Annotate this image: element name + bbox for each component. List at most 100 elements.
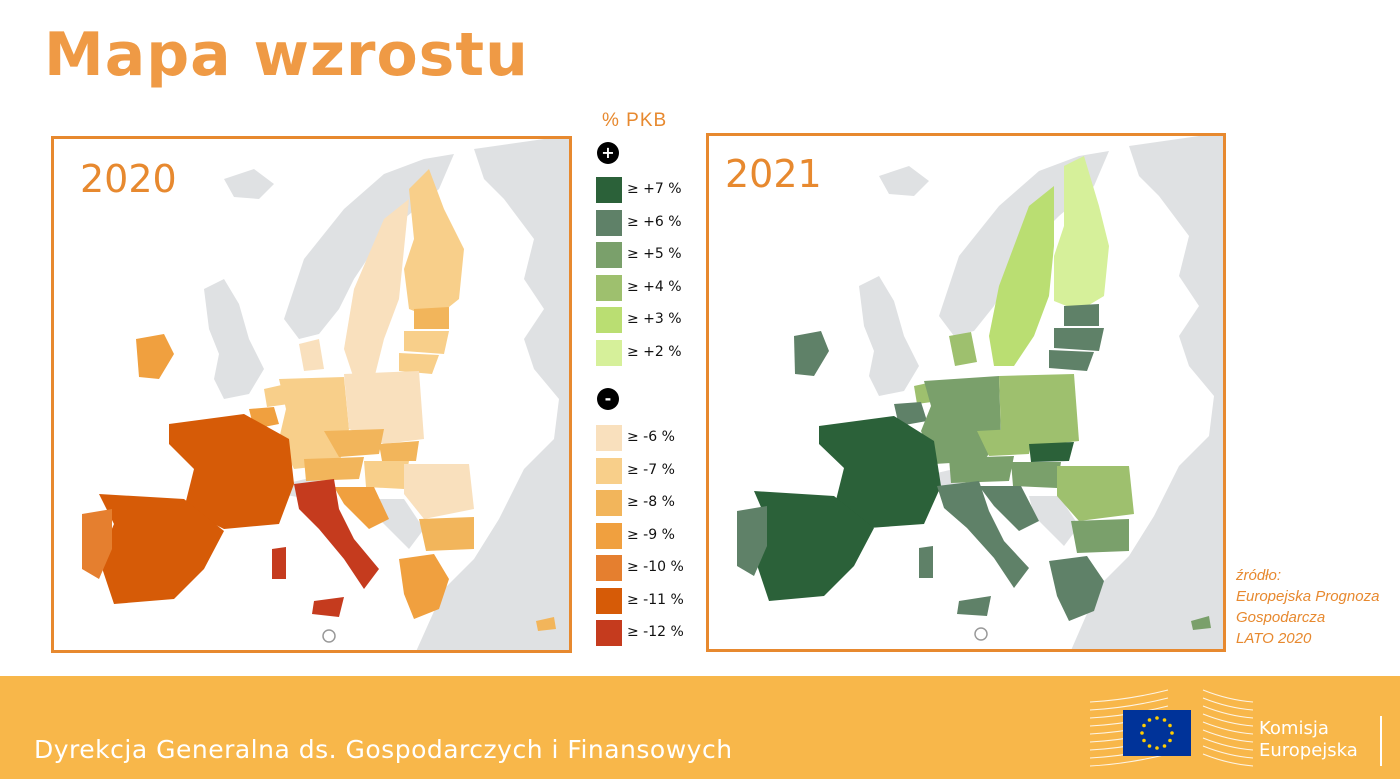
legend-label: ≥ +2 % xyxy=(627,343,682,360)
map-year-2021: 2021 xyxy=(725,152,822,196)
legend-label: ≥ -11 % xyxy=(627,591,684,608)
sardinia xyxy=(919,546,933,578)
portugal xyxy=(737,506,767,576)
finland xyxy=(404,169,464,319)
slovakia xyxy=(379,441,419,461)
legend-title: % PKB xyxy=(602,110,668,131)
czechia xyxy=(977,428,1034,456)
ireland xyxy=(136,334,174,379)
legend-swatch xyxy=(596,274,622,301)
source-line: Gospodarcza xyxy=(1236,609,1326,626)
portugal xyxy=(82,509,112,579)
legend-label: ≥ +7 % xyxy=(627,181,682,197)
romania xyxy=(1057,466,1134,521)
slovakia xyxy=(1029,442,1074,462)
ec-name: Komisja Europejska xyxy=(1259,718,1358,762)
legend-label: ≥ +5 % xyxy=(627,246,682,262)
footer: Dyrekcja Generalna ds. Gospodarczych i F… xyxy=(0,676,1400,779)
czechia xyxy=(324,429,384,457)
bulgaria xyxy=(419,517,474,551)
legend-swatch xyxy=(596,555,622,581)
eu-star xyxy=(1170,731,1174,735)
european-commission-logo: Komisja Europejska xyxy=(1088,682,1400,772)
berlaymont-icon xyxy=(1089,689,1254,767)
ec-name-line: Komisja xyxy=(1259,718,1329,739)
source-note: źródło: Europejska Prognoza Gospodarcza … xyxy=(1236,565,1396,649)
legend-swatch xyxy=(596,209,622,236)
malta-marker xyxy=(974,627,988,641)
sardinia xyxy=(272,547,286,579)
eu-star xyxy=(1142,738,1146,743)
eu-star xyxy=(1162,718,1167,722)
legend-label: ≥ +3 % xyxy=(627,311,682,327)
spain xyxy=(99,494,224,604)
italy xyxy=(937,481,1029,588)
legend-swatch xyxy=(596,339,622,366)
legend-swatch xyxy=(596,307,622,333)
source-line: źródło: xyxy=(1236,567,1282,584)
map-2020-panel: 2020 xyxy=(51,136,572,653)
minus-icon: - xyxy=(597,388,619,410)
balkans-non-eu xyxy=(1029,496,1079,546)
legend-label: ≥ -9 % xyxy=(627,526,675,543)
slovenia-croatia xyxy=(979,486,1039,531)
hungary xyxy=(1011,462,1061,488)
greece xyxy=(399,554,449,619)
poland xyxy=(999,374,1079,446)
legend-label: ≥ -7 % xyxy=(627,461,675,478)
spain xyxy=(754,491,874,601)
germany xyxy=(279,377,349,469)
poland xyxy=(344,371,424,444)
eu-star xyxy=(1168,738,1172,743)
cyprus xyxy=(1191,616,1211,630)
legend-label: ≥ -8 % xyxy=(627,494,675,510)
legend-label: ≥ -12 % xyxy=(627,624,684,640)
finland xyxy=(1054,156,1109,311)
plus-icon: + xyxy=(597,142,619,164)
germany xyxy=(921,376,1001,464)
ec-name-line: Europejska xyxy=(1259,740,1358,761)
denmark xyxy=(299,339,324,371)
austria xyxy=(949,456,1014,483)
denmark xyxy=(949,332,977,366)
non-eu-land xyxy=(1071,136,1223,649)
legend-label: ≥ +6 % xyxy=(627,213,682,230)
latvia xyxy=(404,331,449,354)
non-eu-land xyxy=(416,139,569,650)
france xyxy=(169,414,294,529)
sweden xyxy=(989,186,1054,366)
legend-label: ≥ -6 % xyxy=(627,429,675,445)
legend-swatch xyxy=(596,425,622,451)
legend-swatch xyxy=(596,242,622,268)
map-2020 xyxy=(82,139,569,650)
eu-star xyxy=(1155,746,1159,750)
legend-swatch xyxy=(596,587,622,614)
italy xyxy=(294,479,379,589)
eu-star xyxy=(1147,744,1152,748)
sicily xyxy=(312,597,344,617)
map-2021 xyxy=(737,136,1223,649)
map-2021-panel: 2021 xyxy=(706,133,1226,652)
lithuania xyxy=(1049,350,1094,371)
legend-swatch xyxy=(596,620,622,646)
map-year-2020: 2020 xyxy=(80,157,177,201)
legend-label: ≥ -10 % xyxy=(627,559,684,575)
eu-star xyxy=(1168,723,1172,728)
footer-text: Dyrekcja Generalna ds. Gospodarczych i F… xyxy=(34,735,733,764)
eu-star xyxy=(1142,723,1146,728)
source-line: LATO 2020 xyxy=(1236,630,1312,647)
slovenia-croatia xyxy=(334,487,389,529)
eu-star xyxy=(1155,716,1159,720)
eu-star xyxy=(1147,718,1152,722)
france xyxy=(819,416,941,528)
eu-star xyxy=(1162,744,1167,748)
legend-swatch xyxy=(596,177,622,203)
legend-swatch xyxy=(596,522,622,549)
uk xyxy=(859,276,919,396)
legend-swatch xyxy=(596,457,622,484)
romania xyxy=(404,464,474,519)
lithuania xyxy=(399,353,439,374)
eu-star xyxy=(1140,731,1144,735)
logo-divider xyxy=(1380,716,1382,766)
cyprus xyxy=(536,617,556,631)
